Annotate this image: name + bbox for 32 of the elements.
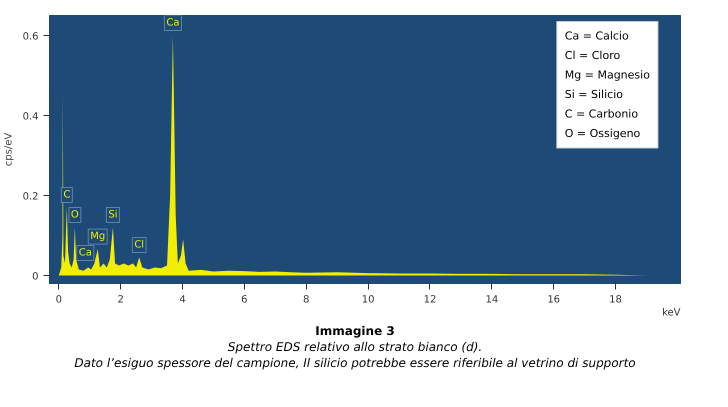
annotation: Si = Silicio xyxy=(564,88,624,101)
annotation: Mg = Magnesio xyxy=(564,68,650,82)
annotation: C = Carbonio xyxy=(564,108,638,120)
x-tick-label: 0 xyxy=(56,294,62,306)
annotation: Ca = Calcio xyxy=(564,30,629,42)
annotation: Ca xyxy=(166,18,180,28)
annotation: Mg xyxy=(90,231,106,242)
x-tick-label: 2 xyxy=(117,294,124,306)
y-tick-label: 0 xyxy=(32,272,39,282)
text: Dato l’esiguo spessore del campione, Il silicio potrebbe essere riferibile al vetrino di supporto xyxy=(74,356,636,370)
text: Immagine 3 xyxy=(315,324,395,338)
x-tick-label: 4 xyxy=(179,294,186,306)
y-axis-title: cps/eV xyxy=(4,132,15,166)
y-tick-label: 0.2 xyxy=(22,192,39,202)
x-tick-label: 16 xyxy=(547,294,560,306)
annotation: Ca xyxy=(78,248,92,258)
x-tick-label: 6 xyxy=(241,294,248,306)
x-axis-title: keV xyxy=(662,308,681,318)
annotation: C xyxy=(63,190,70,200)
x-tick-label: 14 xyxy=(485,294,498,306)
annotation: O xyxy=(70,210,79,220)
annotation: Si xyxy=(108,210,118,220)
x-tick-label: 18 xyxy=(609,294,622,306)
y-tick-label: 0.4 xyxy=(22,112,39,122)
annotation: O = Ossigeno xyxy=(564,127,641,140)
text: Spettro EDS relativo allo strato bianco (d). xyxy=(228,340,482,354)
annotation: Cl xyxy=(134,240,144,250)
x-tick-label: 8 xyxy=(303,294,310,306)
y-tick-label: 0.6 xyxy=(22,32,39,42)
x-tick-label: 10 xyxy=(362,294,374,306)
annotation: Cl = Cloro xyxy=(564,49,620,62)
x-tick-label: 12 xyxy=(424,294,436,306)
